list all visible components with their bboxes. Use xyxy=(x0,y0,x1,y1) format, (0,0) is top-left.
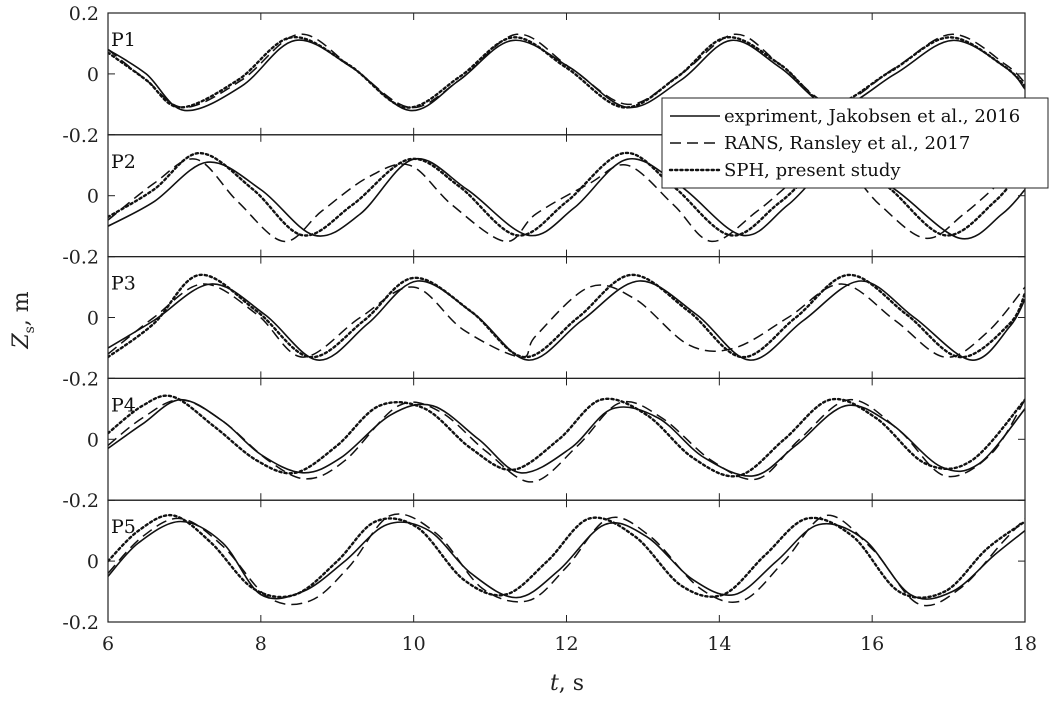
panel-label: P2 xyxy=(111,151,136,173)
x-axis-var: t xyxy=(550,671,559,696)
panel-label: P4 xyxy=(111,394,136,416)
y-tick-label: 0 xyxy=(87,186,99,208)
series-dashed xyxy=(108,283,1025,358)
series-dashed xyxy=(108,398,1025,483)
series-dashed xyxy=(108,33,1025,109)
y-axis-var: Z xyxy=(9,333,34,350)
x-tick-label: 12 xyxy=(554,633,578,655)
series-dotted xyxy=(108,273,1025,359)
x-axis-label: t, s xyxy=(550,671,584,696)
panel-frame xyxy=(107,377,1026,501)
series-solid xyxy=(108,398,1025,477)
y-tick-label: -0.2 xyxy=(62,368,99,390)
legend-entry: RANS, Ransley et al., 2017 xyxy=(724,133,970,154)
legend-entry: SPH, present study xyxy=(724,160,901,181)
x-tick-label: 6 xyxy=(102,633,114,655)
x-tick-label: 10 xyxy=(402,633,426,655)
y-tick-label: 0 xyxy=(87,308,99,330)
panel-p5: 0 -0.2 P5 xyxy=(62,499,1026,634)
series-dotted xyxy=(108,36,1025,109)
series-solid xyxy=(108,520,1025,600)
x-tick-label: 8 xyxy=(255,633,267,655)
series-dashed xyxy=(108,158,1025,243)
series-dotted xyxy=(108,513,1025,599)
y-axis-label: Zs, m xyxy=(9,291,38,349)
y-axis-sub: s xyxy=(22,326,38,333)
y-axis-unit: , m xyxy=(9,291,34,326)
panel-p1: 0.2 0 -0.2 P1 xyxy=(62,3,1026,147)
x-axis: 6 8 10 12 14 16 18 xyxy=(102,633,1037,655)
y-tick-label: 0 xyxy=(87,429,99,451)
panel-frame xyxy=(107,256,1026,380)
y-tick-label: 0.2 xyxy=(69,3,99,25)
x-tick-label: 18 xyxy=(1013,633,1037,655)
y-tick-label: -0.2 xyxy=(62,612,99,634)
y-tick-label: -0.2 xyxy=(62,490,99,512)
y-tick-label: -0.2 xyxy=(62,247,99,269)
x-tick-label: 16 xyxy=(860,633,884,655)
x-axis-unit: , s xyxy=(559,671,584,696)
panel-label: P3 xyxy=(111,273,136,295)
series-dashed xyxy=(108,513,1025,607)
panel-p4: 0 -0.2 P4 xyxy=(62,377,1026,512)
y-tick-label: 0 xyxy=(87,64,99,86)
series-dotted xyxy=(108,394,1025,478)
y-tick-label: 0 xyxy=(87,551,99,573)
legend-entry: expriment, Jakobsen et al., 2016 xyxy=(724,106,1020,127)
panel-label: P5 xyxy=(111,516,136,538)
series-solid xyxy=(108,280,1025,361)
series-solid xyxy=(108,157,1025,240)
legend: expriment, Jakobsen et al., 2016 RANS, Ra… xyxy=(661,97,1049,189)
y-tick-label: -0.2 xyxy=(62,125,99,147)
panel-label: P1 xyxy=(111,29,136,51)
panel-frame xyxy=(107,499,1026,623)
x-tick-label: 14 xyxy=(707,633,731,655)
panel-p3: 0 -0.2 P3 xyxy=(62,256,1026,390)
legend-box xyxy=(661,97,1049,189)
